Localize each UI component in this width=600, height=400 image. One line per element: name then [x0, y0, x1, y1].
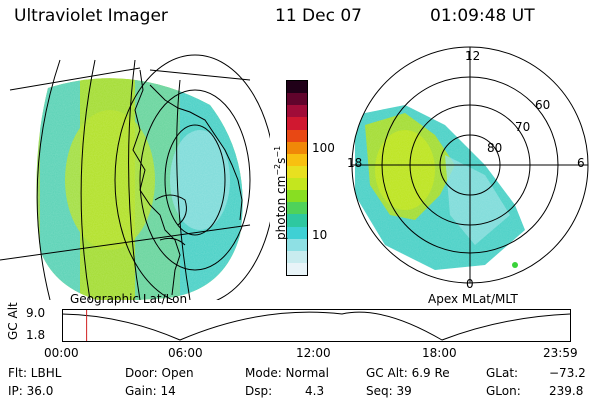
geographic-caption: Geographic Lat/Lon — [70, 292, 188, 306]
colorbar-swatch — [287, 81, 307, 94]
polar-plot: 12 18 6 0 60 70 80 — [347, 46, 589, 290]
colorbar-swatch — [287, 141, 307, 154]
altitude-xtick-3: 18:00 — [422, 346, 457, 360]
lat-lon-grid — [0, 54, 270, 300]
mlat-label-80: 80 — [487, 141, 502, 155]
colorbar-swatch — [287, 262, 307, 275]
altitude-plot — [62, 309, 571, 342]
instrument-title: Ultraviolet Imager — [14, 6, 168, 26]
green-dot — [512, 262, 518, 268]
coastline — [132, 69, 243, 296]
glon-value: 239.8 — [549, 384, 584, 398]
mode-label: Mode: Normal — [245, 366, 329, 380]
altitude-curve — [62, 311, 571, 341]
colorbar-swatch — [287, 250, 307, 263]
seq-label: Seq: 39 — [366, 384, 412, 398]
dsp-value: 4.3 — [305, 384, 325, 398]
colorbar-swatch — [287, 238, 307, 251]
mlat-label-70: 70 — [515, 120, 530, 134]
altitude-ylabel: GC Alt — [6, 302, 20, 340]
colorbar-swatch — [287, 117, 307, 130]
colorbar-swatch — [287, 153, 307, 166]
mlt-label-6: 6 — [577, 156, 585, 170]
uv-emission-map — [36, 78, 243, 300]
dsp-label: Dsp: — [245, 384, 273, 398]
apex-caption: Apex MLat/MLT — [428, 292, 518, 306]
colorbar-swatch — [287, 226, 307, 239]
colorbar-swatch — [287, 105, 307, 118]
time-label: 01:09:48 UT — [430, 6, 535, 26]
glon-label: GLon: — [486, 384, 521, 398]
colorbar-swatch — [287, 165, 307, 178]
mlt-label-12: 12 — [465, 49, 480, 63]
colorbar-swatch — [287, 178, 307, 191]
colorbar-swatch — [287, 202, 307, 215]
gain-label: Gain: 14 — [125, 384, 176, 398]
altitude-xtick-0: 00:00 — [44, 346, 79, 360]
altitude-ytick-min: 1.8 — [26, 328, 46, 342]
door-label: Door: Open — [125, 366, 194, 380]
gc-alt-label: GC Alt: 6.9 Re — [366, 366, 450, 380]
ip-label: IP: 36.0 — [8, 384, 54, 398]
colorbar-swatch — [287, 190, 307, 203]
date-label: 11 Dec 07 — [275, 6, 362, 26]
altitude-xtick-1: 06:00 — [168, 346, 203, 360]
altitude-xtick-2: 12:00 — [296, 346, 331, 360]
colorbar-unit-label: photon cm−2s−1 — [273, 145, 288, 240]
glat-value: −73.2 — [549, 366, 586, 380]
colorbar — [286, 80, 308, 276]
mlt-label-18: 18 — [347, 156, 362, 170]
altitude-xtick-4: 23:59 — [543, 346, 578, 360]
glat-label: GLat: — [486, 366, 519, 380]
colorbar-swatch — [287, 214, 307, 227]
colorbar-swatch — [287, 93, 307, 106]
geographic-image — [0, 54, 270, 300]
colorbar-swatch — [287, 129, 307, 142]
altitude-ytick-max: 9.0 — [26, 306, 46, 320]
filter-label: Flt: LBHL — [8, 366, 62, 380]
colorbar-tick-100: 100 — [312, 141, 335, 155]
polar-grid — [351, 46, 589, 284]
mlt-label-0: 0 — [466, 277, 474, 290]
colorbar-tick-10: 10 — [312, 228, 328, 242]
mlat-label-60: 60 — [535, 98, 550, 112]
